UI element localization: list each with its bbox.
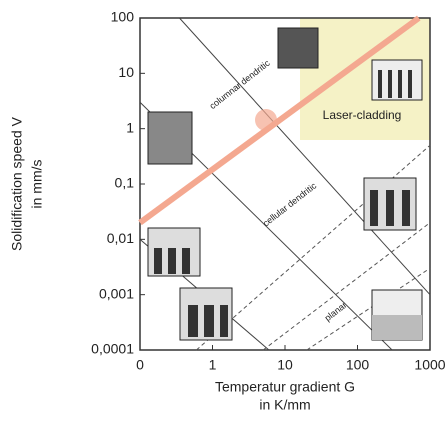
x-tick-label: 100 <box>346 357 370 373</box>
y-axis-title: Solidification speed V <box>9 116 25 251</box>
chart: columnar dendritic cellular dendritic pl… <box>0 0 447 427</box>
annotation: columnar dendritic <box>208 58 272 111</box>
y-axis-title: in mm/s <box>29 160 45 209</box>
highlight-point <box>255 109 277 131</box>
x-tick-label: 0 <box>136 357 144 373</box>
y-tick-label: 0,1 <box>115 175 135 191</box>
annotation: Laser-cladding <box>323 108 402 122</box>
icon-equiaxed <box>278 28 318 68</box>
icon-grains <box>148 112 192 164</box>
y-tick-label: 10 <box>118 64 134 80</box>
y-tick-label: 0,01 <box>107 230 134 246</box>
x-tick-label: 1 <box>209 357 217 373</box>
y-tick-label: 100 <box>111 9 135 25</box>
x-tick-label: 10 <box>277 357 293 373</box>
x-tick-label: 1000 <box>414 357 445 373</box>
x-axis-title: in K/mm <box>259 397 310 413</box>
icon-planar-solid <box>372 315 422 340</box>
annotation: cellular dendritic <box>261 180 319 228</box>
y-tick-label: 1 <box>126 119 134 135</box>
y-tick-label: 0,0001 <box>91 341 134 357</box>
annotation: planar <box>323 300 349 323</box>
y-tick-label: 0,001 <box>99 285 134 301</box>
x-axis-title: Temperatur gradient G <box>215 379 355 395</box>
